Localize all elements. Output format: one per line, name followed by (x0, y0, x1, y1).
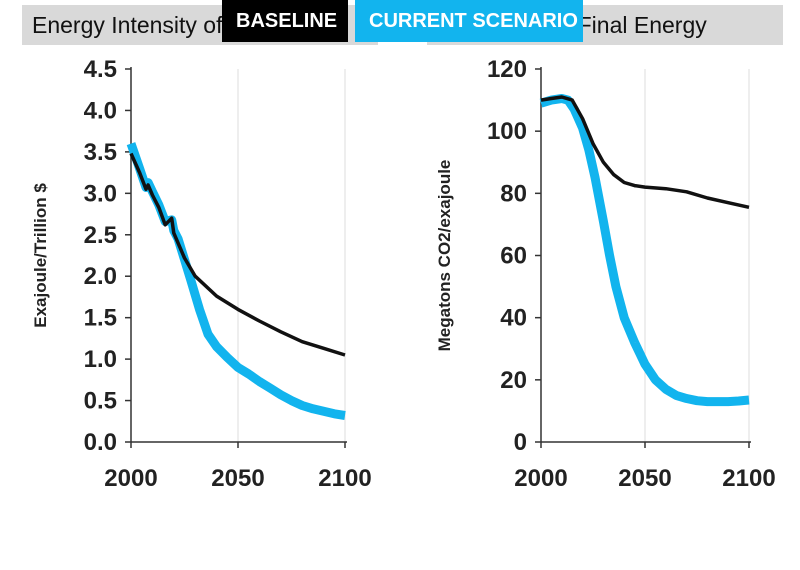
x-tick-label: 2000 (514, 465, 567, 492)
chart-energy-intensity: 0.0 0.5 1.0 1.5 2.0 2.5 3.0 3.5 4.0 4.5 2000 2050 21… (31, 56, 372, 492)
y-axis-label: Exajoule/Trillion $ (31, 183, 50, 328)
series-line-baseline (540, 95, 750, 210)
legend-baseline: BASELINE (222, 0, 348, 42)
x-tick-label: 2050 (618, 465, 671, 492)
series-line-baseline (129, 152, 346, 357)
y-tick-label: 1.0 (84, 346, 117, 373)
y-tick-label: 60 (500, 243, 527, 270)
x-tick-label: 2050 (211, 465, 264, 492)
y-tick-label: 0.0 (84, 429, 117, 456)
y-tick-label: 120 (487, 56, 527, 83)
series-line-current-scenario (539, 94, 750, 407)
y-tick-label: 1.5 (84, 305, 117, 332)
y-tick-label: 3.5 (84, 139, 117, 166)
y-tick-label: 4.5 (84, 56, 117, 83)
charts-canvas: 0.0 0.5 1.0 1.5 2.0 2.5 3.0 3.5 4.0 4.5 2000 2050 21… (31, 56, 776, 492)
chart-carbon-intensity: 0 20 40 60 80 100 120 2000 2050 2100 Megatons CO2/… (435, 56, 776, 492)
y-tick-label: 80 (500, 180, 527, 207)
y-tick-label: 0.5 (84, 388, 117, 415)
y-tick-label: 20 (500, 367, 527, 394)
y-axis-label: Megatons CO2/exajoule (435, 160, 454, 352)
x-tick-label: 2000 (104, 465, 157, 492)
y-tick-label: 2.0 (84, 263, 117, 290)
x-tick-label: 2100 (318, 465, 371, 492)
y-tick-label: 2.5 (84, 222, 117, 249)
legend-current-scenario: CURRENT SCENARIO (355, 0, 583, 42)
x-tick-label: 2100 (722, 465, 775, 492)
y-tick-label: 3.0 (84, 180, 117, 207)
y-tick-label: 40 (500, 305, 527, 332)
y-tick-label: 0 (514, 429, 527, 456)
y-tick-label: 100 (487, 118, 527, 145)
y-tick-label: 4.0 (84, 97, 117, 124)
